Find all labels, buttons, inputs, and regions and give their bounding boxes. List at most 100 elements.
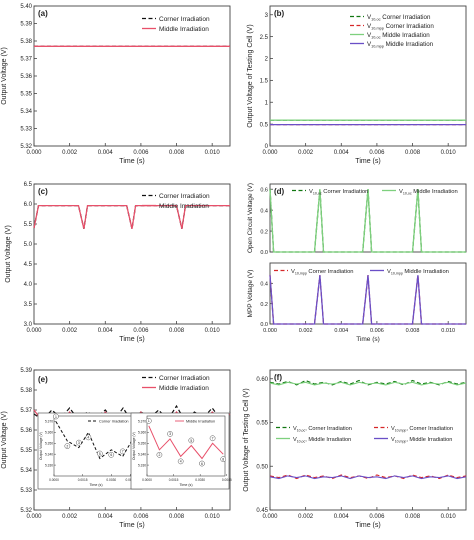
plot-frame (269, 262, 467, 325)
y-tick-label: 0.2 (260, 229, 268, 235)
chart-panel-c: 3.0 3.5 4.0 4.5 5.0 5.5 6.0 6.5 0.000 0.002 0.004 0… (5, 182, 231, 343)
legend-label: V10,mpp Corner Irradiation (291, 269, 354, 275)
inset-frame (146, 415, 226, 477)
x-tick-label: 0.002 (62, 150, 78, 156)
inset-point-marker (177, 458, 184, 465)
inset-point-label: 7 (212, 437, 214, 441)
x-tick-label: 0.004 (98, 328, 114, 334)
panel-label: (e) (38, 375, 48, 384)
inset-point-marker (167, 431, 173, 437)
x-tick-label: 0.004 (334, 150, 350, 156)
inset-x-tick-label: 0.0000 (142, 478, 152, 482)
chart-panel-d-lower: 0.0 0.2 0.4 0.000 0.002 0.004 0.006 0.008 0.010 T… (247, 262, 467, 343)
inset-point-marker (119, 448, 126, 455)
x-tick-label: 0.000 (26, 328, 42, 334)
panel-label: (d) (274, 187, 285, 196)
chart-panel-f: 0.45 0.50 0.55 0.60 0.000 0.002 0.004 0.006 0.00… (243, 369, 467, 529)
x-axis-label: Time (s) (119, 522, 144, 529)
legend-label: V10,mpp, Middle Irradiation (391, 437, 452, 443)
inset-point-label: 2 (158, 453, 160, 457)
x-tick-label: 0.000 (262, 514, 278, 520)
inset-point-label: 4 (87, 436, 89, 440)
inset-legend-label: Middle Irradiation (186, 420, 215, 424)
inset-point-marker (188, 437, 195, 444)
y-tick-label: 5.33 (20, 488, 32, 494)
y-tick-label: 5.38 (20, 388, 32, 394)
inset-point-marker (85, 434, 92, 441)
legend-label: Middle Irradiation (159, 385, 209, 392)
y-tick-label: 0.50 (256, 464, 268, 470)
inset-x-tick-label: 0.0015 (169, 478, 179, 482)
inset-background (130, 412, 230, 490)
y-tick-label: 5.5 (24, 222, 33, 228)
inset-point-marker (156, 451, 163, 458)
x-axis-label: Time (s) (119, 336, 144, 343)
inset-y-tick-label: 5.370 (138, 420, 146, 424)
plot-frame (269, 369, 467, 511)
y-tick-label: 0.60 (256, 377, 268, 383)
x-axis-label: Time (s) (355, 158, 380, 165)
y-tick-label: 3 (265, 13, 269, 19)
legend-label: V10,oc, Corner Irradiation (293, 426, 352, 432)
inset-y-tick-label: 5.360 (138, 431, 146, 435)
x-axis-label: Time (s) (355, 522, 380, 529)
x-tick-label: 0.006 (370, 328, 384, 334)
inset-point-marker (53, 413, 59, 420)
legend-label: V10,oc Corner Irradiation (309, 189, 368, 195)
plot-frame (33, 183, 231, 325)
x-tick-label: 0.000 (263, 328, 277, 334)
x-tick-label: 0.002 (299, 328, 313, 334)
y-tick-label: 1 (265, 100, 269, 106)
y-axis-label: Output Voltage of Testing Cell (V) (243, 388, 250, 491)
y-tick-label: 5.37 (20, 57, 32, 63)
y-axis-label: Open Circuit Voltage (V) (247, 183, 254, 253)
y-tick-label: 5.39 (20, 22, 32, 28)
x-tick-label: 0.002 (298, 150, 314, 156)
legend-label: V10,oc Middle Irradiation (399, 189, 458, 195)
series-line (269, 189, 466, 253)
inset-y-tick-label: 5.370 (45, 420, 53, 424)
inset-series-line (148, 425, 224, 460)
panel-label: (f) (274, 373, 282, 382)
x-tick-label: 0.004 (334, 328, 348, 334)
inset-point-label: 3 (169, 432, 171, 436)
y-tick-label: 3.5 (24, 302, 33, 308)
x-tick-label: 0.006 (133, 150, 149, 156)
x-tick-label: 0.004 (334, 514, 350, 520)
inset-point-label: 4 (180, 460, 182, 464)
plot-frame (269, 5, 467, 147)
inset-y-tick-label: 5.340 (45, 452, 53, 456)
x-tick-label: 0.010 (205, 514, 221, 520)
inset-series-line (55, 421, 135, 460)
y-tick-label: 0.45 (256, 508, 268, 514)
inset-point-label: 5 (99, 452, 101, 456)
legend-label: V10,oc Corner Irradiation (367, 14, 431, 22)
inset-point-label: 6 (201, 462, 203, 466)
inset-x-tick-label: 0.0045 (222, 478, 232, 482)
panel-label: (a) (38, 9, 48, 18)
inset-x-tick-label: 0.0030 (106, 478, 116, 482)
x-tick-label: 0.006 (369, 514, 385, 520)
inset-point-marker (108, 451, 115, 458)
inset-y-tick-label: 5.330 (45, 463, 53, 467)
inset-point-label: 7 (122, 450, 124, 454)
inset-y-axis-label: Output Voltage (V) (39, 432, 43, 460)
legend-label: V10,mpp, Corner Irradiation (391, 426, 453, 432)
legend-label: V10,oc, Middle Irradiation (293, 437, 351, 443)
inset-point-marker (220, 456, 227, 463)
x-tick-label: 0.000 (26, 514, 42, 520)
y-tick-label: 0.0 (260, 322, 268, 328)
y-tick-label: 0.55 (256, 421, 268, 427)
x-tick-label: 0.010 (205, 328, 221, 334)
legend-label: Corner Irradiation (159, 16, 210, 23)
y-axis-label: Output Voltage (V) (5, 225, 12, 283)
x-tick-label: 0.010 (441, 150, 457, 156)
inset-point-marker (96, 450, 103, 457)
y-tick-label: 5.35 (20, 92, 32, 98)
x-tick-label: 0.004 (98, 514, 114, 520)
series-line (269, 381, 467, 386)
x-tick-label: 0.006 (133, 514, 149, 520)
inset-x-tick-label: 0.0030 (195, 478, 205, 482)
inset-y-tick-label: 5.330 (138, 463, 146, 467)
